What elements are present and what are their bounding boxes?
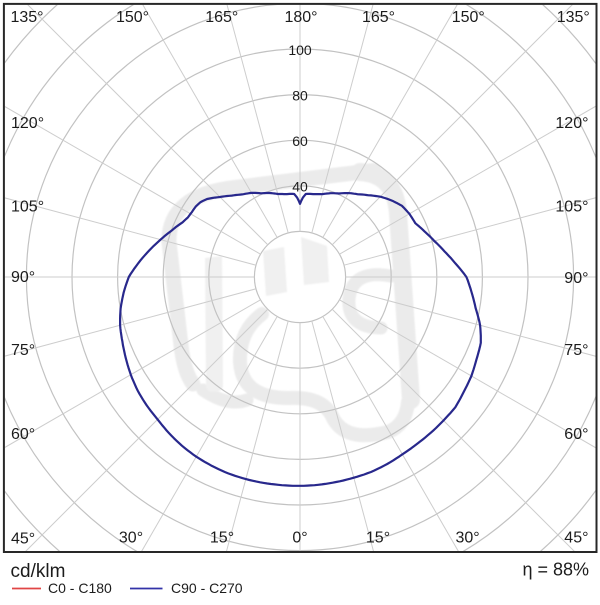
svg-text:cd/klm: cd/klm [11,561,66,582]
svg-text:60°: 60° [564,426,588,443]
svg-text:120°: 120° [11,115,44,132]
svg-text:75°: 75° [564,342,588,359]
svg-text:C0 - C180: C0 - C180 [48,580,112,596]
svg-text:105°: 105° [555,199,588,216]
svg-text:90°: 90° [11,269,35,286]
svg-text:C90 - C270: C90 - C270 [171,580,243,596]
svg-text:105°: 105° [11,199,44,216]
svg-text:30°: 30° [455,529,479,546]
svg-text:165°: 165° [205,9,238,26]
svg-text:120°: 120° [555,115,588,132]
svg-text:150°: 150° [116,9,149,26]
svg-text:45°: 45° [11,530,35,547]
svg-text:100: 100 [288,42,312,58]
svg-text:180°: 180° [284,9,317,26]
svg-text:30°: 30° [119,529,143,546]
svg-text:135°: 135° [557,9,590,26]
svg-text:135°: 135° [10,9,43,26]
svg-text:150°: 150° [452,9,485,26]
svg-text:η = 88%: η = 88% [522,560,589,580]
svg-text:45°: 45° [564,529,588,546]
svg-text:75°: 75° [11,342,35,359]
svg-text:60: 60 [292,133,308,149]
svg-text:60°: 60° [11,426,35,443]
svg-text:90°: 90° [564,270,588,287]
svg-text:165°: 165° [362,9,395,26]
svg-text:15°: 15° [210,529,234,546]
svg-text:15°: 15° [366,529,390,546]
svg-text:80: 80 [292,88,308,104]
svg-text:40: 40 [292,179,308,195]
svg-text:0°: 0° [292,529,307,546]
